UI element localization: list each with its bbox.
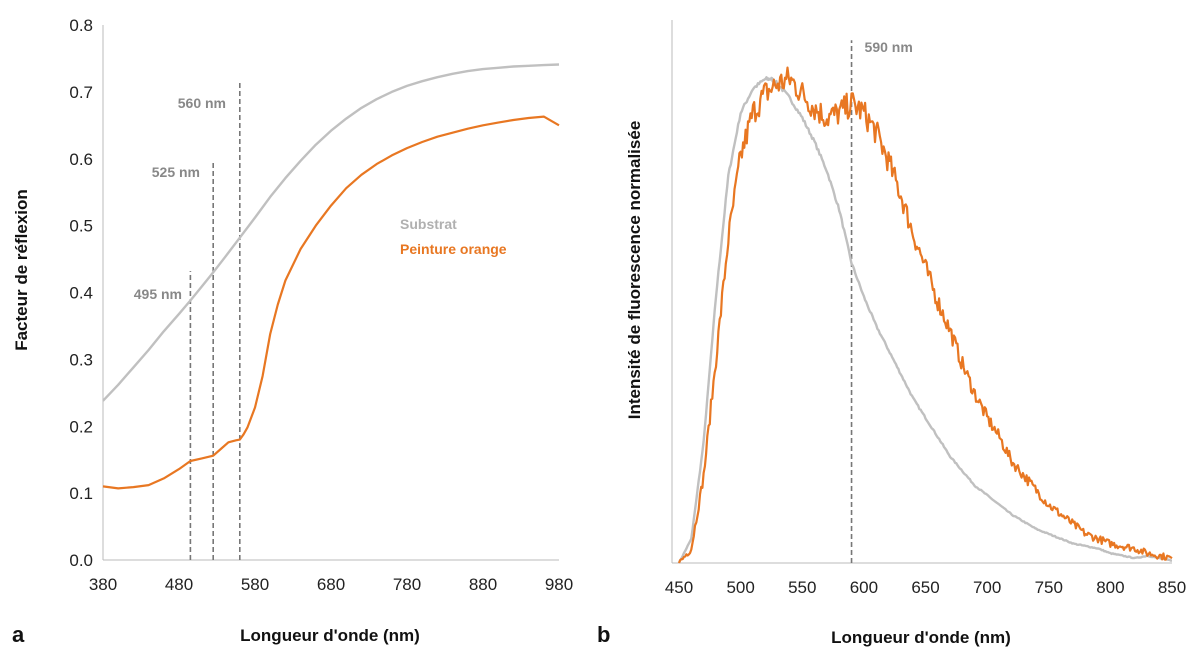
y-tick-label-7: 0.7: [69, 83, 93, 102]
panel-b-x-ticks: 450 500 550 600 650 700 750 800 850: [665, 578, 1186, 597]
panel-b: 450 500 550 600 650 700 750 800 850 590 nm Longu…: [597, 20, 1186, 647]
x-tick-label-2: 580: [241, 575, 269, 594]
dashed-marker-label-1: 525 nm: [152, 164, 200, 180]
x-tick-label-0: 380: [89, 575, 117, 594]
y-tick-label-3: 0.3: [69, 350, 93, 369]
x-tick-label-1: 500: [726, 578, 754, 597]
panel-b-series: [677, 66, 1173, 564]
x-tick-label-0: 450: [665, 578, 693, 597]
panel-b-annotations: 590 nm: [850, 39, 913, 563]
x-tick-label-6: 750: [1035, 578, 1063, 597]
series-line-1: [677, 66, 1173, 564]
x-tick-label-6: 980: [545, 575, 573, 594]
dashed-marker-label-2: 560 nm: [178, 95, 226, 111]
panel-b-letter: b: [597, 622, 610, 647]
x-tick-label-3: 680: [317, 575, 345, 594]
x-tick-label-3: 600: [850, 578, 878, 597]
panel-a-legend-substrat: Substrat: [400, 216, 457, 232]
panel-a-annotations: 495 nm 525 nm 560 nm: [134, 81, 241, 560]
y-tick-label-8: 0.8: [69, 16, 93, 35]
x-tick-label-5: 880: [469, 575, 497, 594]
panel-a-y-axis-title: Facteur de réflexion: [12, 189, 31, 351]
x-tick-label-1: 480: [165, 575, 193, 594]
series-line-0: [102, 63, 560, 402]
dashed-marker-label-0: 590 nm: [865, 39, 913, 55]
panel-b-y-axis-title: Intensité de fluorescence normalisée: [625, 121, 644, 420]
x-tick-label-8: 850: [1158, 578, 1186, 597]
series-line-0: [677, 76, 1173, 564]
x-tick-label-5: 700: [973, 578, 1001, 597]
panel-a-x-axis-title: Longueur d'onde (nm): [240, 626, 420, 645]
y-tick-label-5: 0.5: [69, 217, 93, 236]
y-tick-label-6: 0.6: [69, 150, 93, 169]
series-line-1: [102, 115, 560, 490]
y-tick-label-1: 0.1: [69, 484, 93, 503]
y-tick-label-2: 0.2: [69, 417, 93, 436]
y-tick-label-0: 0.0: [69, 551, 93, 570]
panel-a-letter: a: [12, 622, 25, 647]
x-tick-label-4: 780: [393, 575, 421, 594]
panel-a-y-ticks: 0.0 0.1 0.2 0.3 0.4 0.5 0.6 0.7 0.8: [69, 16, 93, 570]
x-tick-label-7: 800: [1096, 578, 1124, 597]
x-tick-label-2: 550: [788, 578, 816, 597]
panel-a: 0.0 0.1 0.2 0.3 0.4 0.5 0.6 0.7 0.8 380 480 580 680…: [12, 16, 573, 647]
x-tick-label-4: 650: [911, 578, 939, 597]
panel-a-legend-peinture-orange: Peinture orange: [400, 241, 507, 257]
panel-b-x-axis-title: Longueur d'onde (nm): [831, 628, 1011, 647]
panel-a-series: [102, 63, 560, 490]
dashed-marker-label-0: 495 nm: [134, 286, 182, 302]
panel-a-x-ticks: 380 480 580 680 780 880 980: [89, 575, 573, 594]
y-tick-label-4: 0.4: [69, 284, 93, 303]
